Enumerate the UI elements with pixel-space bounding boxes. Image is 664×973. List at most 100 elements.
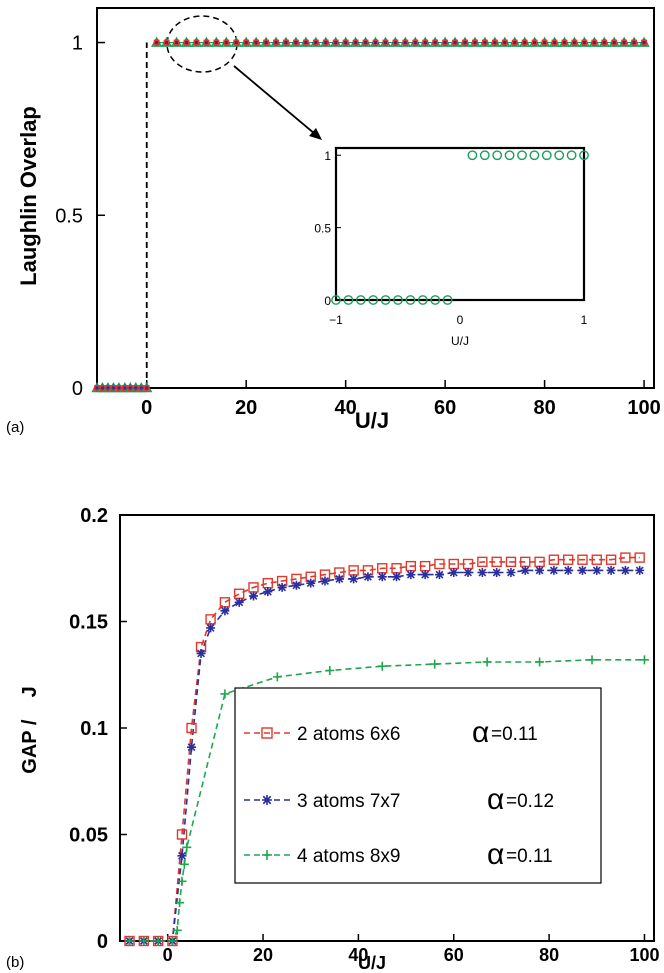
data-point-square [153, 39, 160, 46]
panel-a-x-axis-label: U/J [355, 408, 389, 433]
inset-data-point [355, 295, 366, 305]
data-point-star [213, 39, 220, 46]
data-point-star [406, 570, 416, 580]
data-point-star [630, 39, 638, 46]
data-point-square [491, 39, 498, 46]
x-tick-label: 0 [163, 945, 173, 965]
data-point-square [163, 39, 170, 46]
x-tick-label: 100 [627, 397, 660, 419]
data-point-square [312, 39, 319, 46]
data-point-plus [177, 876, 187, 886]
data-point-star [551, 39, 558, 46]
data-point-square [452, 39, 458, 46]
y-tick-label: 0 [72, 378, 83, 400]
x-tick-label: 60 [444, 945, 464, 965]
data-point-square [173, 39, 180, 46]
data-point-star [561, 39, 568, 46]
panel-a-label: (a) [6, 419, 24, 436]
data-point-star [491, 39, 499, 46]
data-point-square [442, 39, 449, 46]
data-point-square [581, 39, 588, 46]
data-point-star [620, 565, 630, 575]
data-point-star [382, 39, 389, 46]
inset-data-point [504, 150, 515, 161]
x-tick-label: 20 [235, 397, 257, 419]
data-point-square [432, 39, 439, 46]
inset-x-axis-label: U/J [451, 334, 469, 348]
data-point-plus [167, 936, 177, 946]
data-point-plus [639, 655, 649, 665]
panel-a-markers [91, 36, 650, 393]
data-point-square [551, 39, 558, 46]
data-point-star [402, 39, 409, 46]
y-tick-label: 0 [97, 931, 108, 953]
data-point-plus [179, 859, 189, 869]
data-point-star [591, 39, 598, 46]
data-point-square [352, 39, 359, 46]
inset-data-point [479, 150, 490, 161]
data-point-square [621, 39, 628, 46]
data-point-square [611, 39, 618, 46]
data-point-star [611, 39, 618, 46]
data-point-plus [430, 659, 440, 669]
y-tick-label: 0.15 [69, 612, 108, 634]
data-point-square [562, 554, 574, 565]
data-point-star [193, 39, 200, 46]
data-point-plus [535, 657, 545, 667]
data-point-square [561, 39, 568, 46]
data-point-star [196, 648, 206, 658]
inset-plot: −1 0 1 0 0.5 1 U/J [314, 146, 589, 348]
panel-a-y-axis-label: Laughlin Overlap [16, 106, 41, 286]
data-point-star [477, 568, 487, 578]
data-point-star [521, 39, 528, 46]
legend-alpha-symbol: α [487, 783, 504, 816]
data-point-square [620, 552, 631, 563]
data-point-star [531, 39, 538, 46]
data-point-star [115, 384, 123, 392]
data-point-star [577, 565, 587, 575]
data-point-square [302, 39, 309, 46]
x-tick-label: 40 [335, 397, 357, 419]
data-point-square [548, 554, 560, 565]
data-point-star [291, 580, 301, 590]
data-point-square [462, 39, 468, 46]
data-point-square [263, 39, 269, 46]
data-point-plus [377, 661, 387, 671]
data-point-star [471, 39, 479, 46]
data-point-star [635, 565, 645, 575]
inset-data-point [442, 295, 453, 305]
inset-data-point [405, 295, 416, 305]
data-point-square [521, 39, 528, 46]
data-point-square [143, 385, 150, 391]
inset-data-point [579, 150, 589, 161]
inset-data-point [331, 295, 341, 305]
data-point-square [362, 39, 369, 46]
y-tick-label: 0.2 [80, 505, 108, 527]
zoom-arrow-head [309, 128, 322, 140]
data-point-star [342, 39, 349, 46]
data-point-star [420, 570, 430, 580]
data-point-star [571, 39, 578, 46]
data-point-square [422, 39, 429, 46]
y-tick-label: 0.1 [80, 718, 108, 740]
data-point-star [187, 742, 197, 752]
data-point-star [127, 384, 134, 392]
data-point-plus [139, 936, 149, 946]
data-point-star [132, 384, 139, 392]
data-point-star [352, 39, 359, 46]
legend-box [234, 687, 602, 884]
inset-data-point [393, 295, 403, 305]
inset-y-tick-label: 1 [324, 149, 331, 163]
data-point-square [392, 39, 399, 46]
legend-marker [262, 850, 272, 860]
inset-data-point [343, 295, 354, 305]
data-point-star [153, 39, 160, 46]
data-point-star [506, 568, 516, 578]
data-point-star [320, 576, 330, 586]
data-point-star [93, 384, 101, 392]
data-point-square [193, 39, 200, 46]
data-point-star [412, 39, 419, 46]
data-point-star [377, 572, 387, 582]
